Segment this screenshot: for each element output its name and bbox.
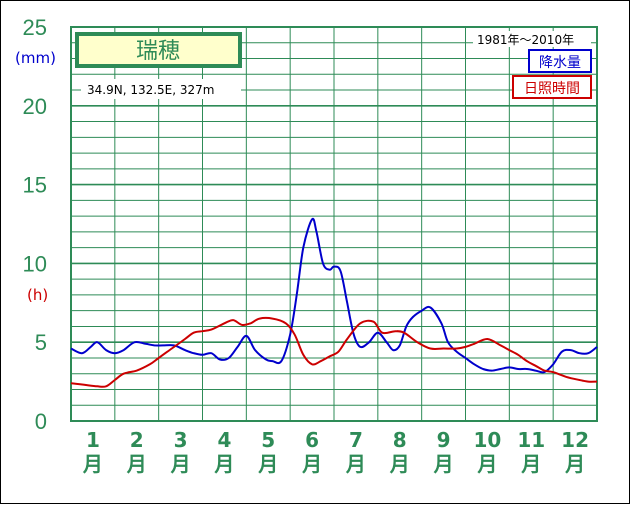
- month-number: 2: [130, 428, 144, 452]
- month-number: 12: [561, 428, 589, 452]
- chart-title: 瑞穂: [136, 39, 180, 64]
- month-number: 9: [437, 428, 451, 452]
- sunshine-unit-label: (h): [27, 286, 48, 304]
- month-suffix: 月: [82, 452, 103, 476]
- month-suffix: 月: [564, 452, 585, 476]
- month-number: 11: [517, 428, 545, 452]
- month-suffix: 月: [433, 452, 454, 476]
- legend-sunshine-label: 日照時間: [524, 81, 580, 97]
- month-number: 8: [393, 428, 407, 452]
- y-tick-label: 20: [23, 94, 47, 119]
- month-suffix: 月: [257, 452, 278, 476]
- legend-sunshine: 日照時間: [512, 75, 592, 99]
- month-number: 10: [473, 428, 501, 452]
- y-tick-label: 0: [35, 409, 47, 434]
- month-suffix: 月: [345, 452, 366, 476]
- month-number: 7: [349, 428, 363, 452]
- month-number: 6: [305, 428, 319, 452]
- precipitation-line: [70, 217, 598, 374]
- month-suffix: 月: [301, 452, 322, 476]
- precip-unit-label: (mm): [15, 49, 56, 67]
- month-number: 1: [86, 428, 100, 452]
- y-tick-label: 15: [23, 173, 47, 198]
- sunshine-line: [70, 317, 598, 388]
- month-number: 5: [261, 428, 275, 452]
- month-suffix: 月: [213, 452, 234, 476]
- legend-precip: 降水量: [528, 49, 592, 73]
- month-suffix: 月: [389, 452, 410, 476]
- labels: (mm) (h) 05101520251月2月3月4月5月6月7月8月9月10月…: [15, 15, 589, 476]
- y-tick-label: 10: [23, 251, 47, 276]
- month-suffix: 月: [476, 452, 497, 476]
- title-box: 瑞穂: [75, 32, 242, 68]
- station-info: 34.9N, 132.5E, 327m: [87, 83, 214, 97]
- month-suffix: 月: [126, 452, 147, 476]
- series-layer: [70, 217, 598, 388]
- y-tick-label: 25: [23, 15, 47, 40]
- month-suffix: 月: [520, 452, 541, 476]
- period-label: 1981年〜2010年: [477, 33, 574, 47]
- month-number: 4: [217, 428, 231, 452]
- month-suffix: 月: [170, 452, 191, 476]
- month-number: 3: [174, 428, 188, 452]
- legend-precip-label: 降水量: [539, 55, 581, 71]
- y-tick-label: 5: [35, 330, 47, 355]
